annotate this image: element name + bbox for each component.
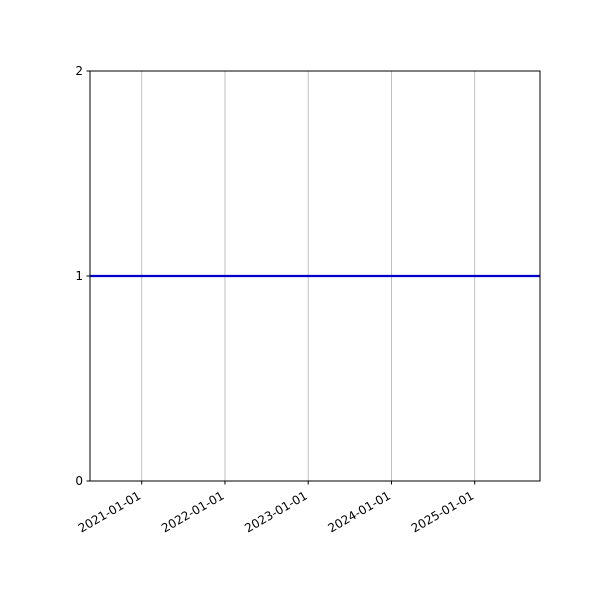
y-tick-label: 1 [75, 269, 83, 283]
y-tick-label: 0 [75, 474, 83, 488]
y-tick-label: 2 [75, 64, 83, 78]
